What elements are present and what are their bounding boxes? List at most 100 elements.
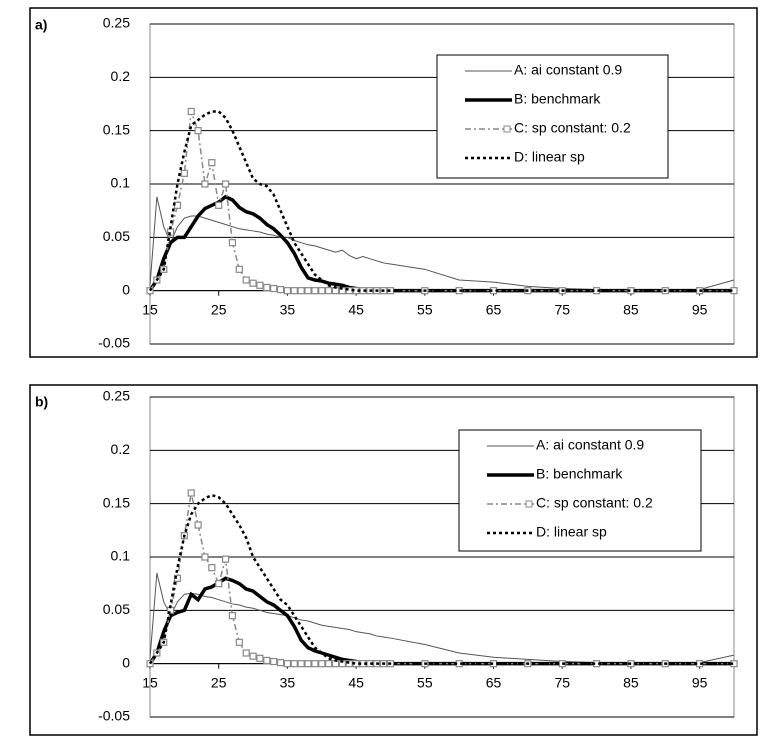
marker — [194, 521, 202, 529]
series-line — [149, 572, 735, 664]
marker — [235, 265, 243, 273]
panel-frame — [29, 7, 758, 358]
marker — [270, 284, 278, 293]
y-tick-label: 0 — [122, 281, 130, 297]
x-tick-label: 25 — [211, 301, 227, 317]
x-tick-label: 95 — [692, 674, 708, 690]
marker — [263, 283, 271, 292]
x-tick-label: 15 — [142, 674, 158, 690]
x-tick-label: 65 — [486, 674, 502, 690]
y-tick-label: 0.05 — [103, 601, 130, 617]
marker — [304, 660, 312, 668]
legend-label: C: sp constant: 0.2 — [536, 495, 653, 511]
marker — [256, 281, 264, 289]
legend-label: A: ai constant 0.9 — [536, 437, 644, 453]
x-tick-label: 75 — [554, 301, 570, 317]
x-tick-label: 35 — [280, 301, 296, 317]
legend-marker — [525, 500, 533, 508]
marker — [263, 656, 271, 665]
legend-label: D: linear sp — [536, 524, 607, 540]
marker — [228, 612, 237, 620]
marker — [318, 660, 326, 668]
marker — [325, 287, 333, 295]
x-tick-label: 45 — [348, 301, 364, 317]
y-tick-label: 0.2 — [111, 68, 131, 84]
marker — [325, 660, 333, 668]
marker — [242, 649, 250, 657]
marker — [235, 638, 243, 646]
y-tick-label: 0.1 — [111, 548, 131, 564]
x-tick-label: 15 — [142, 301, 158, 317]
x-tick-label: 85 — [623, 674, 639, 690]
legend-label: B: benchmark — [536, 466, 623, 482]
x-tick-label: 55 — [417, 674, 433, 690]
y-tick-label: 0.2 — [111, 441, 131, 457]
marker — [297, 660, 305, 668]
series-line — [148, 110, 734, 292]
series-line — [149, 492, 734, 665]
legend-box — [436, 54, 669, 179]
marker — [249, 652, 257, 660]
panel-label: b) — [35, 394, 48, 410]
legend: A: ai constant 0.9 B: benchmark C: sp cons… — [436, 54, 669, 179]
panel-label: a) — [35, 17, 47, 33]
x-tick-label: 25 — [211, 674, 227, 690]
series-line — [149, 196, 735, 291]
marker — [208, 159, 216, 167]
marker — [201, 553, 209, 561]
marker — [290, 660, 298, 668]
marker — [283, 287, 292, 295]
y-tick-label: 0.15 — [103, 121, 130, 137]
marker — [194, 127, 202, 135]
legend-box — [458, 429, 702, 552]
x-tick-label: 75 — [554, 674, 570, 690]
legend-marker — [503, 125, 511, 133]
y-tick-label: 0 — [122, 654, 130, 670]
marker — [318, 287, 326, 295]
x-tick-label: 55 — [417, 301, 433, 317]
marker — [270, 657, 278, 666]
marker — [276, 658, 285, 667]
series-line — [148, 194, 734, 293]
marker — [242, 276, 250, 284]
marker — [249, 279, 257, 287]
marker — [208, 564, 216, 572]
legend-label: C: sp constant: 0.2 — [514, 120, 631, 136]
x-tick-label: 45 — [348, 674, 364, 690]
y-tick-label: 0.25 — [103, 388, 130, 404]
series-line — [148, 576, 734, 666]
y-tick-label: 0.15 — [103, 494, 130, 510]
marker — [221, 555, 230, 563]
legend-label: D: linear sp — [514, 149, 585, 165]
marker — [304, 287, 312, 295]
x-tick-label: 95 — [692, 301, 708, 317]
marker — [215, 580, 223, 588]
marker — [228, 239, 237, 247]
x-tick-label: 35 — [280, 674, 296, 690]
marker — [311, 287, 319, 295]
marker — [201, 180, 209, 188]
marker — [215, 201, 223, 209]
marker — [180, 169, 188, 177]
marker — [311, 660, 319, 668]
marker — [187, 107, 195, 116]
marker — [283, 660, 292, 668]
marker — [221, 180, 230, 188]
y-tick-label: 0.1 — [111, 175, 131, 191]
marker — [276, 286, 285, 294]
x-tick-label: 65 — [486, 301, 502, 317]
x-tick-label: 85 — [623, 301, 639, 317]
legend-label: A: ai constant 0.9 — [514, 62, 622, 78]
marker — [290, 287, 298, 295]
y-tick-label: -0.05 — [98, 335, 130, 351]
marker — [297, 287, 305, 295]
legend: A: ai constant 0.9 B: benchmark C: sp cons… — [458, 429, 702, 552]
marker — [187, 489, 195, 497]
panel-frame — [29, 384, 758, 736]
y-tick-label: -0.05 — [98, 708, 130, 724]
marker — [256, 654, 264, 662]
legend-label: B: benchmark — [514, 91, 601, 107]
y-tick-label: 0.25 — [103, 15, 130, 31]
